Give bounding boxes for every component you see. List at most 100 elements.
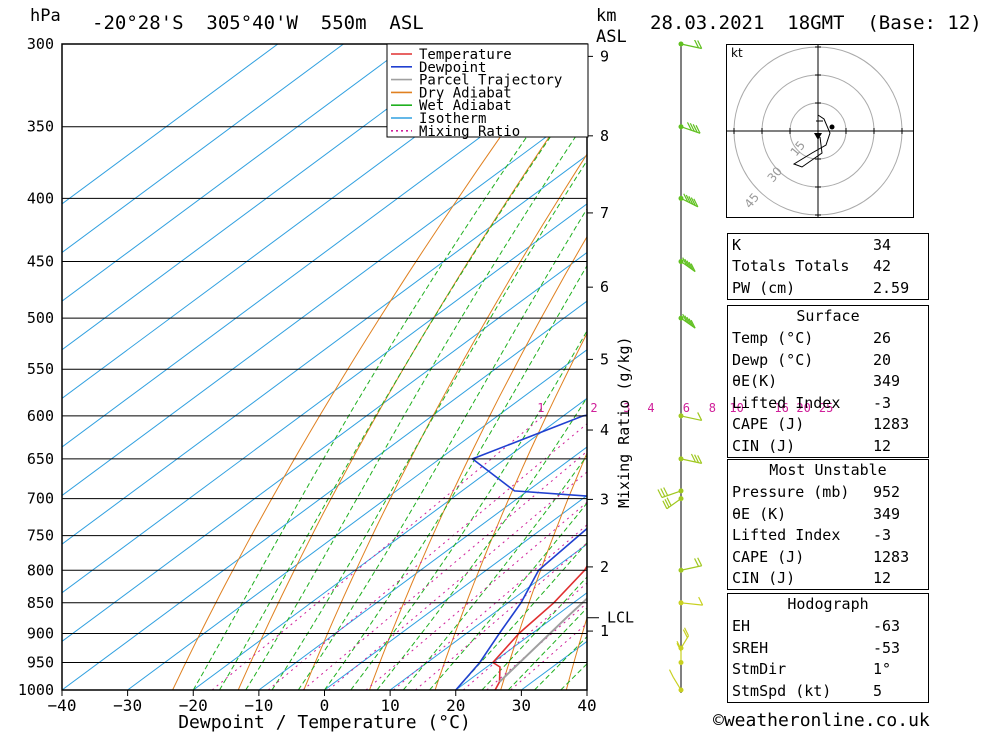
param-value: 1°	[873, 660, 892, 679]
isotherm-line	[62, 44, 344, 254]
wind-barb-flag	[697, 412, 703, 421]
wind-barb-flag	[683, 193, 689, 203]
surface-title: Surface	[796, 307, 860, 325]
km-tick-label: 2	[600, 558, 609, 576]
lcl-label: LCL	[607, 609, 634, 627]
param-label: SREH	[732, 638, 769, 657]
hodograph-table: Hodograph EH -63 SREH -53 StmDir 1° StmSpd (kt)…	[727, 593, 929, 703]
mixing-ratio-label: 6	[683, 401, 690, 415]
isotherm-line	[62, 300, 587, 690]
param-value: 349	[873, 504, 901, 523]
param-label: Lifted Index	[732, 526, 841, 545]
wet-adiabat-line	[245, 118, 587, 690]
param-value: 5	[873, 681, 883, 700]
isotherm-line	[258, 446, 587, 690]
legend-entry: Wet Adiabat	[419, 98, 512, 114]
index-table: K 34 Totals Totals 42 PW (cm) 2.59	[727, 233, 929, 300]
wind-barb-flag	[692, 124, 698, 133]
pressure-tick-label: 800	[27, 561, 54, 579]
isotherm-line	[127, 349, 587, 690]
hodograph-title: Hodograph	[787, 595, 869, 613]
hodograph-row: EH -63	[728, 616, 928, 638]
dry-adiabat-line	[960, 44, 1000, 690]
temperature-tick-label: 30	[512, 696, 531, 715]
param-label: Lifted Index	[732, 393, 841, 412]
legend-entry: Parcel Trajectory	[419, 73, 562, 89]
wind-barb-flag	[697, 455, 703, 464]
hodograph-point	[829, 124, 835, 130]
mixing-ratio-label: 3	[623, 401, 630, 415]
x-axis-title: Dewpoint / Temperature (°C)	[178, 712, 471, 733]
temperature-line	[491, 564, 587, 690]
param-value: 952	[873, 483, 901, 502]
wind-barb-flag	[690, 453, 697, 463]
pressure-tick-label: 400	[27, 189, 54, 207]
param-value: 1283	[873, 415, 910, 434]
pressure-tick-label: 650	[27, 450, 54, 468]
param-value: 26	[873, 329, 892, 348]
most-unstable-row: CAPE (J) 1283	[728, 546, 928, 568]
most-unstable-row: Lifted Index -3	[728, 525, 928, 547]
mixing-ratio-line	[302, 450, 587, 690]
mixing-ratio-label: 4	[647, 401, 654, 415]
pressure-tick-label: 1000	[18, 681, 54, 699]
wind-barb-flag	[690, 319, 696, 329]
dry-adiabat-line	[565, 616, 587, 690]
param-label: Temp (°C)	[732, 329, 814, 348]
wind-barb-flag	[666, 497, 672, 506]
param-value: 349	[873, 372, 901, 391]
temperature-tick-label: 0	[320, 696, 330, 715]
legend-entry: Temperature	[419, 47, 512, 63]
param-label: CAPE (J)	[732, 547, 805, 566]
wind-barb-flag	[685, 194, 691, 204]
wind-barb-flag	[689, 123, 695, 132]
mixing-ratio-label: 1	[537, 401, 544, 415]
legend-entry: Dry Adiabat	[419, 85, 512, 101]
param-label: Dewp (°C)	[732, 350, 814, 369]
hodograph-unit-label: kt	[731, 46, 743, 60]
km-tick-label: 6	[600, 278, 609, 296]
wind-barb-staff	[680, 602, 703, 606]
pressure-tick-label: 700	[27, 490, 54, 508]
km-tick-label: 1	[600, 622, 609, 640]
surface-row: CIN (J) 12	[728, 435, 928, 457]
pressure-tick-label: 500	[27, 309, 54, 327]
isotherm-line	[62, 44, 279, 205]
mixing-ratio-label: 25	[819, 401, 833, 415]
wet-adiabat-line	[297, 207, 587, 690]
wind-barb-flag	[697, 40, 703, 49]
param-value: 42	[873, 257, 892, 276]
wind-barb-flag	[662, 500, 668, 510]
wind-barb-staff	[680, 565, 702, 571]
credit-text: ©weatheronline.co.uk	[713, 710, 930, 731]
param-value: 34	[873, 235, 892, 254]
chart-legend	[386, 43, 589, 138]
km-tick-label: 9	[600, 47, 609, 65]
mixing-ratio-label: 20	[796, 401, 810, 415]
isotherm-line	[62, 57, 587, 448]
param-label: EH	[732, 617, 751, 636]
temperature-tick-label: 10	[380, 696, 399, 715]
km-tick-label: 5	[600, 350, 609, 368]
wind-barb-flag	[688, 196, 694, 205]
wind-barb-flag	[688, 261, 694, 271]
wind-barb-flag	[690, 197, 696, 206]
wind-barb-staff	[680, 43, 702, 50]
most-unstable-row: Pressure (mb) 952	[728, 482, 928, 504]
surface-row: θE(K) 349	[728, 371, 928, 393]
hodograph-row: SREH -53	[728, 637, 928, 659]
surface-table: Surface Temp (°C) 26 Dewp (°C) 20 θE(K) 349 Lif…	[727, 305, 929, 458]
wet-adiabat-line	[455, 541, 587, 690]
pressure-tick-label: 900	[27, 624, 54, 642]
param-value: 12	[873, 569, 892, 588]
param-label: StmDir	[732, 660, 787, 679]
param-label: K	[732, 235, 742, 254]
hodograph-row: StmSpd (kt) 5	[728, 680, 928, 702]
km-tick-label: 7	[600, 204, 609, 222]
mixing-ratio-axis-title: Mixing Ratio (g/kg)	[615, 336, 633, 508]
wind-barb-flag	[682, 629, 688, 638]
wind-barb-flag	[657, 489, 663, 498]
isotherm-line	[62, 203, 587, 594]
pressure-tick-label: 600	[27, 407, 54, 425]
